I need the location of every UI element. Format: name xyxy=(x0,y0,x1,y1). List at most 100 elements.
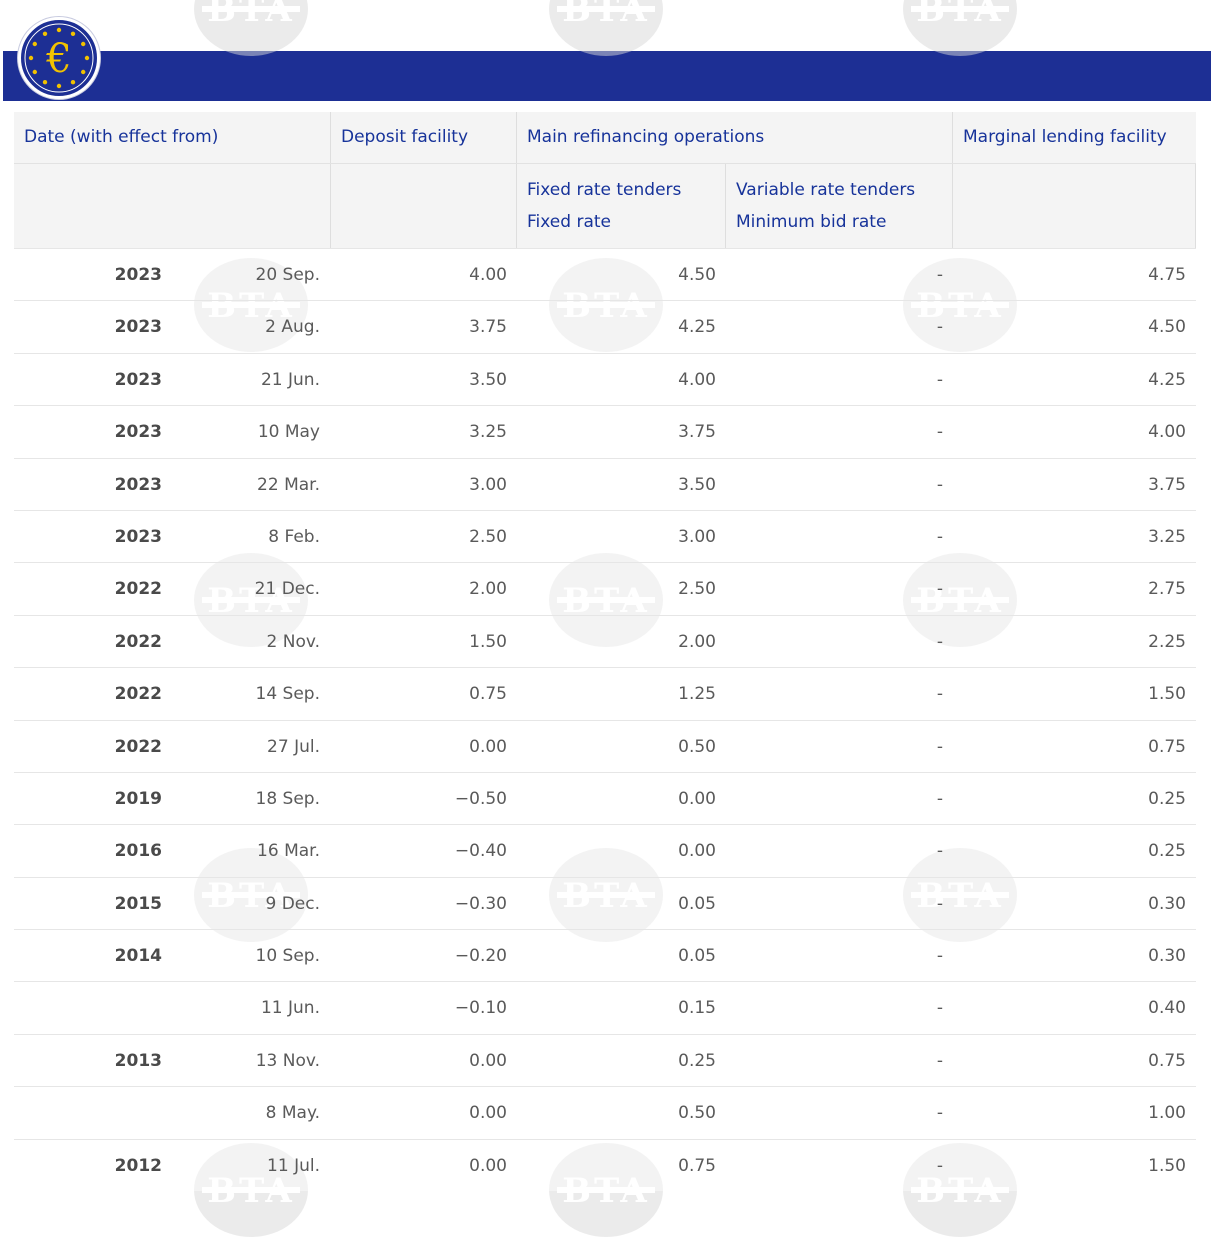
date-cell: 2 Aug. xyxy=(265,317,320,338)
min-bid-label: Minimum bid rate xyxy=(736,212,887,232)
table-row: 2012 11 Jul. 0.00 0.75 - 1.50 xyxy=(14,1138,1196,1192)
euro-logo-icon[interactable]: € xyxy=(18,17,100,99)
star-icon xyxy=(81,69,86,75)
marginal-lending-cell: 0.30 xyxy=(1148,893,1186,914)
deposit-cell: 0.00 xyxy=(469,1103,507,1124)
marginal-lending-cell: 0.75 xyxy=(1148,1050,1186,1071)
date-cell: 10 Sep. xyxy=(255,946,320,967)
variable-rate-cell: - xyxy=(936,474,943,495)
header-deposit-label: Deposit facility xyxy=(341,127,469,147)
variable-rate-cell: - xyxy=(936,317,943,338)
year-cell: 2023 xyxy=(114,265,162,285)
year-cell: 2023 xyxy=(114,369,162,390)
star-icon xyxy=(81,41,86,47)
fixed-rate-cell: 4.25 xyxy=(678,317,716,338)
subheader-variable: Variable rate tenders Minimum bid rate xyxy=(725,164,952,248)
star-icon xyxy=(84,55,90,61)
watermark xyxy=(194,553,308,647)
deposit-cell: 4.00 xyxy=(469,265,507,285)
subheader-date xyxy=(14,164,330,248)
deposit-cell: 2.00 xyxy=(469,579,507,600)
variable-rate-cell: - xyxy=(936,631,943,652)
deposit-cell: 3.00 xyxy=(469,474,507,495)
deposit-cell: 0.00 xyxy=(469,1155,507,1176)
table-row: 2022 27 Jul. 0.00 0.50 - 0.75 xyxy=(14,719,1196,772)
fixed-rate-cell: 0.75 xyxy=(678,1155,716,1176)
header-date: Date (with effect from) xyxy=(14,112,330,163)
date-cell: 10 May xyxy=(257,422,320,443)
table-row: 2014 10 Sep. −0.20 0.05 - 0.30 xyxy=(14,929,1196,982)
marginal-lending-cell: 0.75 xyxy=(1148,736,1186,757)
year-cell: 2023 xyxy=(114,317,162,338)
watermark xyxy=(549,553,663,647)
header-date-label: Date (with effect from) xyxy=(24,127,219,147)
fixed-rate-cell: 0.15 xyxy=(678,998,716,1019)
deposit-cell: 1.50 xyxy=(469,631,507,652)
star-icon xyxy=(56,83,62,89)
year-cell: 2022 xyxy=(114,684,162,705)
table-subheader-row: Fixed rate tenders Fixed rate Variable r… xyxy=(14,164,1196,248)
fixed-rate-cell: 0.50 xyxy=(678,736,716,757)
watermark xyxy=(549,848,663,942)
header-mlf: Marginal lending facility xyxy=(952,112,1196,163)
deposit-cell: −0.50 xyxy=(454,788,507,809)
fixed-tenders-label: Fixed rate tenders xyxy=(527,180,682,200)
year-cell: 2023 xyxy=(114,526,162,547)
variable-rate-cell: - xyxy=(936,579,943,600)
watermark xyxy=(194,848,308,942)
marginal-lending-cell: 0.40 xyxy=(1148,998,1186,1019)
variable-rate-cell: - xyxy=(936,1155,943,1176)
star-icon xyxy=(70,31,76,36)
year-cell: 2019 xyxy=(114,788,162,809)
table-header-row: Date (with effect from) Deposit facility… xyxy=(14,112,1196,164)
variable-rate-cell: - xyxy=(936,1050,943,1071)
fixed-rate-cell: 0.05 xyxy=(678,946,716,967)
variable-rate-cell: - xyxy=(936,369,943,390)
fixed-rate-cell: 1.25 xyxy=(678,684,716,705)
deposit-cell: 2.50 xyxy=(469,526,507,547)
watermark xyxy=(549,258,663,352)
table-row: 2023 22 Mar. 3.00 3.50 - 3.75 xyxy=(14,457,1196,510)
fixed-rate-cell: 0.00 xyxy=(678,788,716,809)
variable-rate-cell: - xyxy=(936,422,943,443)
table-body: 2023 20 Sep. 4.00 4.50 - 4.75 2023 2 Aug. 3.75 4.… xyxy=(14,248,1196,1192)
deposit-cell: 0.75 xyxy=(469,684,507,705)
variable-rate-cell: - xyxy=(936,526,943,547)
interest-rates-table: Date (with effect from) Deposit facility… xyxy=(14,112,1196,1192)
table-row: 2022 21 Dec. 2.00 2.50 - 2.75 xyxy=(14,562,1196,615)
date-cell: 20 Sep. xyxy=(255,265,320,285)
marginal-lending-cell: 4.25 xyxy=(1148,369,1186,390)
table-row: 2023 21 Jun. 3.50 4.00 - 4.25 xyxy=(14,352,1196,406)
variable-rate-cell: - xyxy=(936,736,943,757)
fixed-rate-cell: 2.50 xyxy=(678,579,716,600)
deposit-cell: −0.10 xyxy=(454,998,507,1019)
date-cell: 11 Jul. xyxy=(267,1155,320,1176)
star-icon xyxy=(32,41,37,47)
marginal-lending-cell: 4.75 xyxy=(1148,265,1186,285)
fixed-rate-cell: 4.50 xyxy=(678,265,716,285)
table-row: 2023 2 Aug. 3.75 4.25 - 4.50 xyxy=(14,300,1196,353)
date-cell: 14 Sep. xyxy=(255,684,320,705)
marginal-lending-cell: 0.30 xyxy=(1148,946,1186,967)
deposit-cell: 0.00 xyxy=(469,1050,507,1071)
subheader-mlf xyxy=(952,164,1196,248)
fixed-rate-cell: 3.00 xyxy=(678,526,716,547)
header-mro: Main refinancing operations xyxy=(516,112,952,163)
year-cell: 2023 xyxy=(114,422,162,443)
watermark xyxy=(549,0,663,56)
date-cell: 9 Dec. xyxy=(265,893,320,914)
header-mlf-label: Marginal lending facility xyxy=(963,127,1167,147)
deposit-cell: −0.40 xyxy=(454,841,507,862)
euro-stars-icon: € xyxy=(24,23,94,93)
deposit-cell: 0.00 xyxy=(469,736,507,757)
variable-rate-cell: - xyxy=(936,788,943,809)
marginal-lending-cell: 1.50 xyxy=(1148,1155,1186,1176)
marginal-lending-cell: 4.00 xyxy=(1148,422,1186,443)
variable-tenders-label: Variable rate tenders xyxy=(736,180,916,200)
table-row: 2022 2 Nov. 1.50 2.00 - 2.25 xyxy=(14,614,1196,668)
variable-rate-cell: - xyxy=(936,841,943,862)
deposit-cell: −0.20 xyxy=(454,946,507,967)
watermark xyxy=(194,0,308,56)
year-cell: 2015 xyxy=(114,893,162,914)
year-cell: 2014 xyxy=(114,946,162,967)
